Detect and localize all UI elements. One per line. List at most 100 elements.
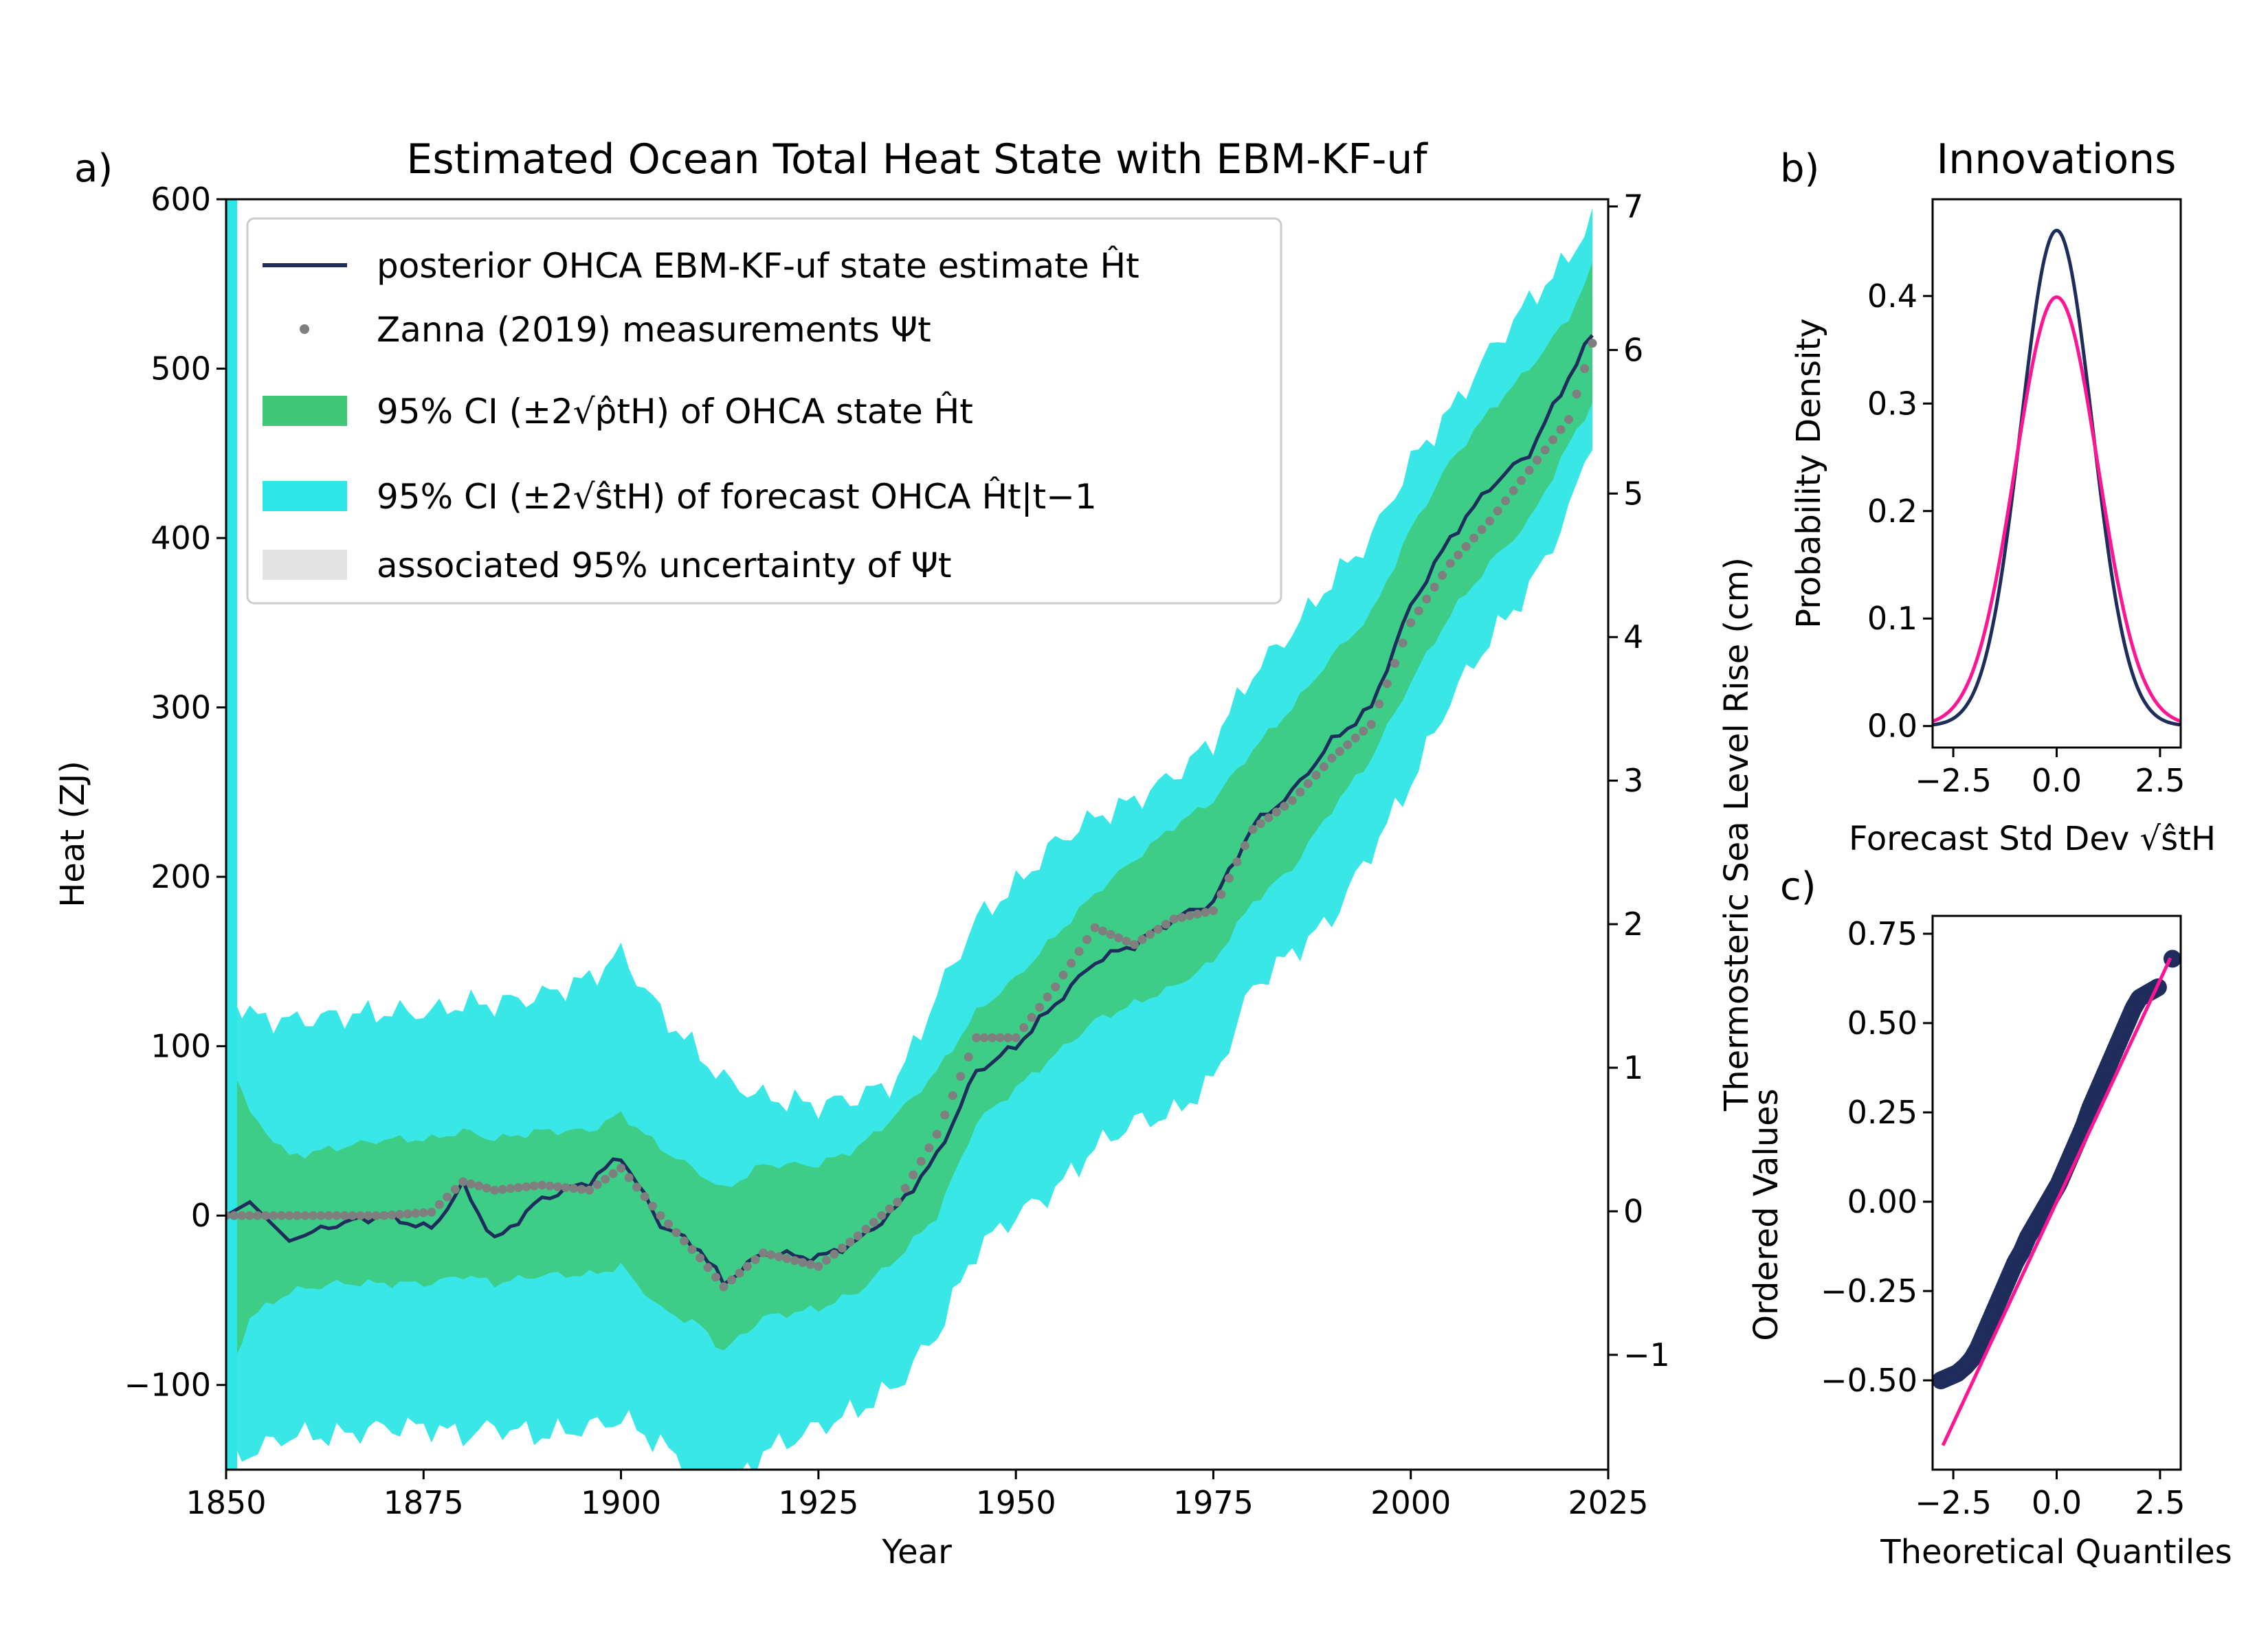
measurement-point xyxy=(972,1033,981,1042)
x-tick-label: −2.5 xyxy=(1915,1484,1992,1521)
measurement-point xyxy=(229,1211,238,1220)
y2-tick-label: 2 xyxy=(1623,906,1643,943)
measurement-point xyxy=(632,1182,642,1192)
panel-a-x-label: Year xyxy=(881,1533,952,1571)
panel-a-x-ticks: 1850 1875 1900 1925 1950 1975 2000 2025 xyxy=(186,1470,1649,1521)
panel-b-frame xyxy=(1931,198,2182,749)
measurement-point xyxy=(956,1072,966,1081)
measurement-point xyxy=(1137,934,1147,944)
measurement-point xyxy=(964,1052,973,1062)
measurement-point xyxy=(364,1211,373,1220)
measurement-point xyxy=(1430,583,1439,592)
measurement-point xyxy=(1445,559,1455,568)
measurement-point xyxy=(1319,762,1328,772)
qq-reference-line xyxy=(1941,957,2172,1446)
measurement-point xyxy=(774,1252,783,1261)
measurement-point xyxy=(1287,796,1297,805)
measurement-point xyxy=(237,1211,247,1220)
y-tick-label: 0.50 xyxy=(1847,1005,1917,1042)
measurement-point xyxy=(932,1130,942,1139)
measurement-point xyxy=(680,1236,689,1246)
y-tick-label: 0.25 xyxy=(1847,1094,1917,1131)
panel-c-plot-area xyxy=(1933,950,2181,1446)
measurement-point xyxy=(798,1258,808,1268)
measurement-point xyxy=(1090,923,1100,932)
measurement-point xyxy=(1201,908,1210,917)
measurement-point xyxy=(506,1184,515,1193)
measurement-point xyxy=(837,1244,847,1253)
measurement-point xyxy=(1414,606,1423,616)
x-tick-label: −2.5 xyxy=(1915,762,1992,799)
measurement-point xyxy=(735,1268,744,1278)
measurement-point xyxy=(900,1184,910,1193)
panel-c-label: c) xyxy=(1780,864,1816,909)
measurement-point xyxy=(553,1182,563,1191)
measurement-point xyxy=(916,1156,926,1166)
y-tick-label: 500 xyxy=(151,350,211,388)
measurement-point xyxy=(1422,594,1432,604)
measurement-point xyxy=(450,1185,460,1194)
panel-a-label: a) xyxy=(74,146,113,191)
measurement-point xyxy=(513,1183,523,1193)
measurement-point xyxy=(427,1207,436,1217)
measurement-point xyxy=(419,1208,428,1218)
state-ci-band xyxy=(226,262,1592,1382)
x-tick-label: 2025 xyxy=(1568,1484,1648,1521)
measurement-point xyxy=(782,1254,792,1264)
measurement-point xyxy=(671,1228,681,1237)
panel-a-y-ticks: 600 500 400 300 200 100 0 −100 xyxy=(124,181,226,1404)
legend-swatch-measurements xyxy=(300,324,309,334)
legend-entry-measurements: Zanna (2019) measurements Ψt xyxy=(377,310,931,350)
measurement-point xyxy=(1169,915,1179,924)
measurement-point xyxy=(805,1259,815,1269)
measurement-point xyxy=(608,1169,618,1178)
panel-a-y-label: Heat (ZJ) xyxy=(54,761,92,908)
measurement-point xyxy=(1540,445,1550,455)
y-tick-label: 100 xyxy=(151,1028,211,1065)
measurement-point xyxy=(869,1218,878,1227)
panel-b-label: b) xyxy=(1780,146,1819,191)
y-tick-label: 200 xyxy=(151,858,211,895)
y-tick-label: 400 xyxy=(151,519,211,557)
measurement-point xyxy=(1501,496,1511,506)
measurement-point xyxy=(830,1249,839,1259)
measurement-point xyxy=(821,1255,831,1265)
y-tick-label: −0.50 xyxy=(1821,1362,1917,1399)
measurement-point xyxy=(616,1163,626,1173)
measurement-point xyxy=(1517,475,1526,485)
measurement-point xyxy=(308,1211,318,1220)
measurement-point xyxy=(1051,982,1060,991)
measurement-point xyxy=(340,1211,349,1220)
measurement-point xyxy=(1003,1033,1013,1042)
measurement-point xyxy=(1114,933,1124,943)
measurement-point xyxy=(742,1261,752,1271)
measurement-point xyxy=(355,1211,365,1220)
measurement-point xyxy=(1493,506,1502,516)
panel-b-x-ticks: −2.5 0.0 2.5 xyxy=(1915,748,2185,799)
measurement-point xyxy=(1564,414,1574,424)
measurement-point xyxy=(466,1179,476,1189)
measurement-point xyxy=(1043,992,1052,1002)
x-tick-label: 1975 xyxy=(1173,1484,1254,1521)
measurement-point xyxy=(1153,925,1163,934)
measurement-point xyxy=(624,1173,634,1182)
measurement-point xyxy=(1130,940,1139,950)
panel-b-title: Innovations xyxy=(1937,135,2177,183)
measurement-point xyxy=(498,1185,507,1194)
panel-c-y-ticks: 0.75 0.50 0.25 0.00 −0.25 −0.50 xyxy=(1821,915,1933,1399)
measurement-point xyxy=(909,1170,918,1180)
measurement-point xyxy=(1572,390,1581,399)
measurement-point xyxy=(545,1181,555,1191)
measurement-point xyxy=(260,1211,270,1220)
y-tick-label: −0.25 xyxy=(1821,1272,1917,1310)
measurement-point xyxy=(1216,890,1226,899)
measurement-point xyxy=(537,1180,547,1190)
measurement-point xyxy=(585,1185,594,1195)
x-tick-label: 2000 xyxy=(1370,1484,1451,1521)
measurement-point xyxy=(948,1091,957,1101)
measurement-point xyxy=(1177,912,1186,922)
x-tick-label: 0.0 xyxy=(2032,762,2082,799)
measurement-point xyxy=(592,1180,602,1189)
measurement-point xyxy=(877,1211,887,1220)
measurement-point xyxy=(561,1183,570,1193)
